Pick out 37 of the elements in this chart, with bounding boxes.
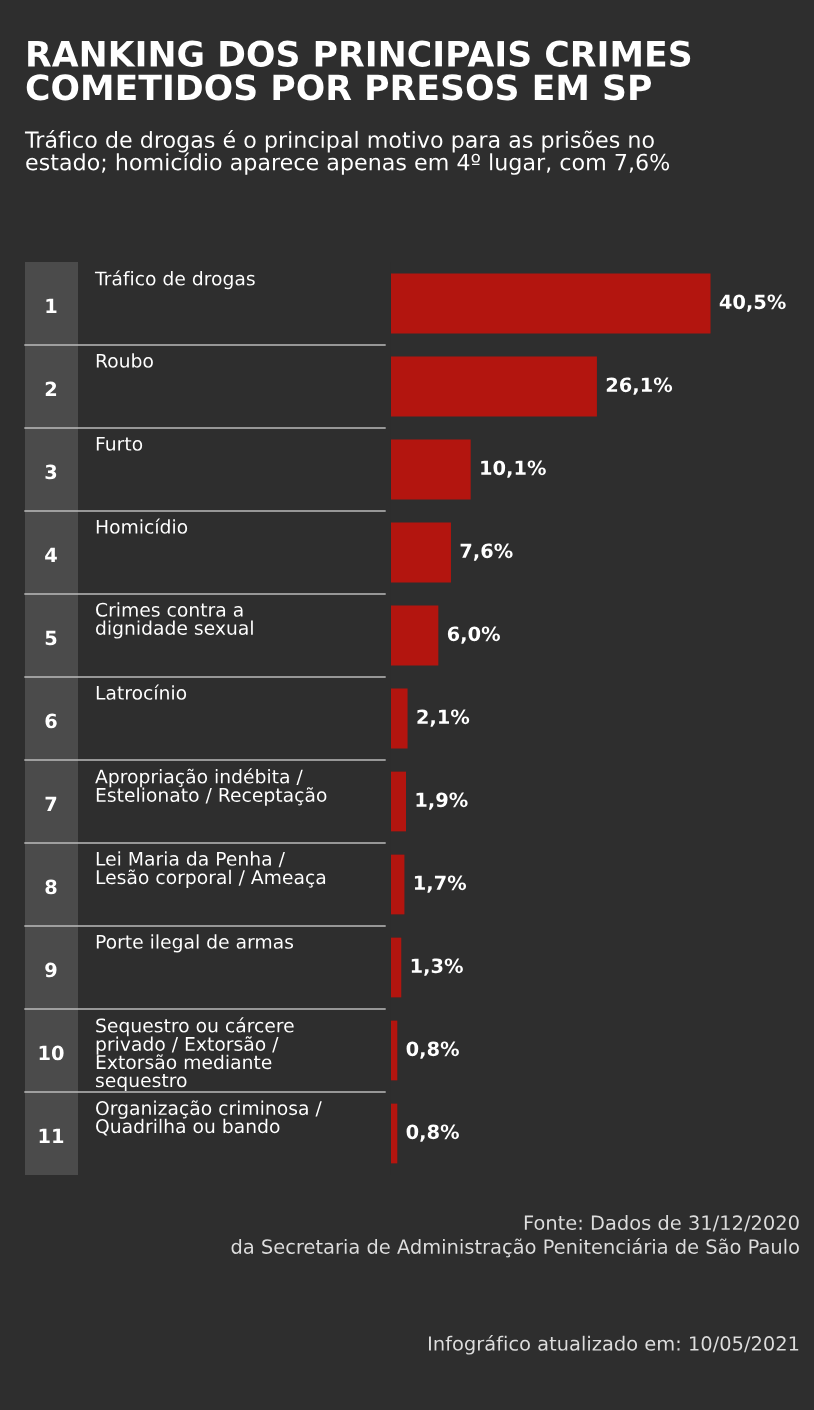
bar (391, 522, 451, 583)
bar (391, 688, 408, 749)
category-label: 10 Sequestro ou cárcere privado / Extorsão / Extorsão mediante sequestro (39, 1017, 294, 1091)
category-label: 1 Tráfico de drogas (46, 270, 255, 314)
data-label: 1,7% (414, 875, 467, 893)
data-label: 6,0% (447, 626, 500, 644)
data-label: 10,1% (481, 460, 546, 478)
bar (391, 771, 406, 832)
bar (391, 273, 711, 334)
category-label: 3 Furto (45, 436, 143, 480)
category-label: 2 Roubo (45, 353, 153, 397)
bar (391, 1103, 398, 1164)
chart-subtitle: Tráfico de drogas é o principal motivo para as prisões no estado; homicídio aparece apenas em 4º lugar, com 7,6% (24, 130, 670, 175)
category-label: 6 Latrocínio (45, 684, 187, 729)
bar (391, 356, 597, 417)
category-label: 9 Porte ilegal de armas (45, 934, 294, 978)
data-label: 40,5% (719, 294, 786, 312)
data-label: 26,1% (606, 377, 673, 395)
category-label: 5 Crimes contra a dignidade sexual (45, 602, 253, 646)
data-label: 0,8% (406, 1041, 459, 1059)
data-label: 0,8% (406, 1124, 459, 1142)
data-label: 1,3% (411, 958, 463, 976)
data-label: 2,1% (417, 709, 470, 727)
bar (391, 937, 402, 998)
bar (391, 439, 471, 500)
data-label: 7,6% (460, 543, 513, 561)
source-note: Fonte: Dados de 31/12/2020 da Secretaria de Administração Penitenciária de São Paulo (231, 1215, 799, 1258)
chart-title: RANKING DOS PRINCIPAIS CRIMES COMETIDOS POR PRESOS EM SP (26, 40, 691, 101)
bar (391, 854, 405, 915)
bar (391, 605, 439, 666)
bar (391, 1020, 398, 1081)
text: Infográfico atualizado em: 10/05/2021 (429, 1335, 799, 1355)
data-label: 1,9% (416, 792, 468, 810)
category-label: 4 Homicídio (45, 518, 188, 563)
category-label: 7 Apropriação indébita / Estelionato / Receptação (45, 768, 327, 812)
category-label: 11 Organização criminosa / Quadrilha ou bando (39, 1100, 322, 1144)
category-label: 8 Lei Maria da Penha / Lesão corporal / Ameaça (45, 851, 326, 895)
